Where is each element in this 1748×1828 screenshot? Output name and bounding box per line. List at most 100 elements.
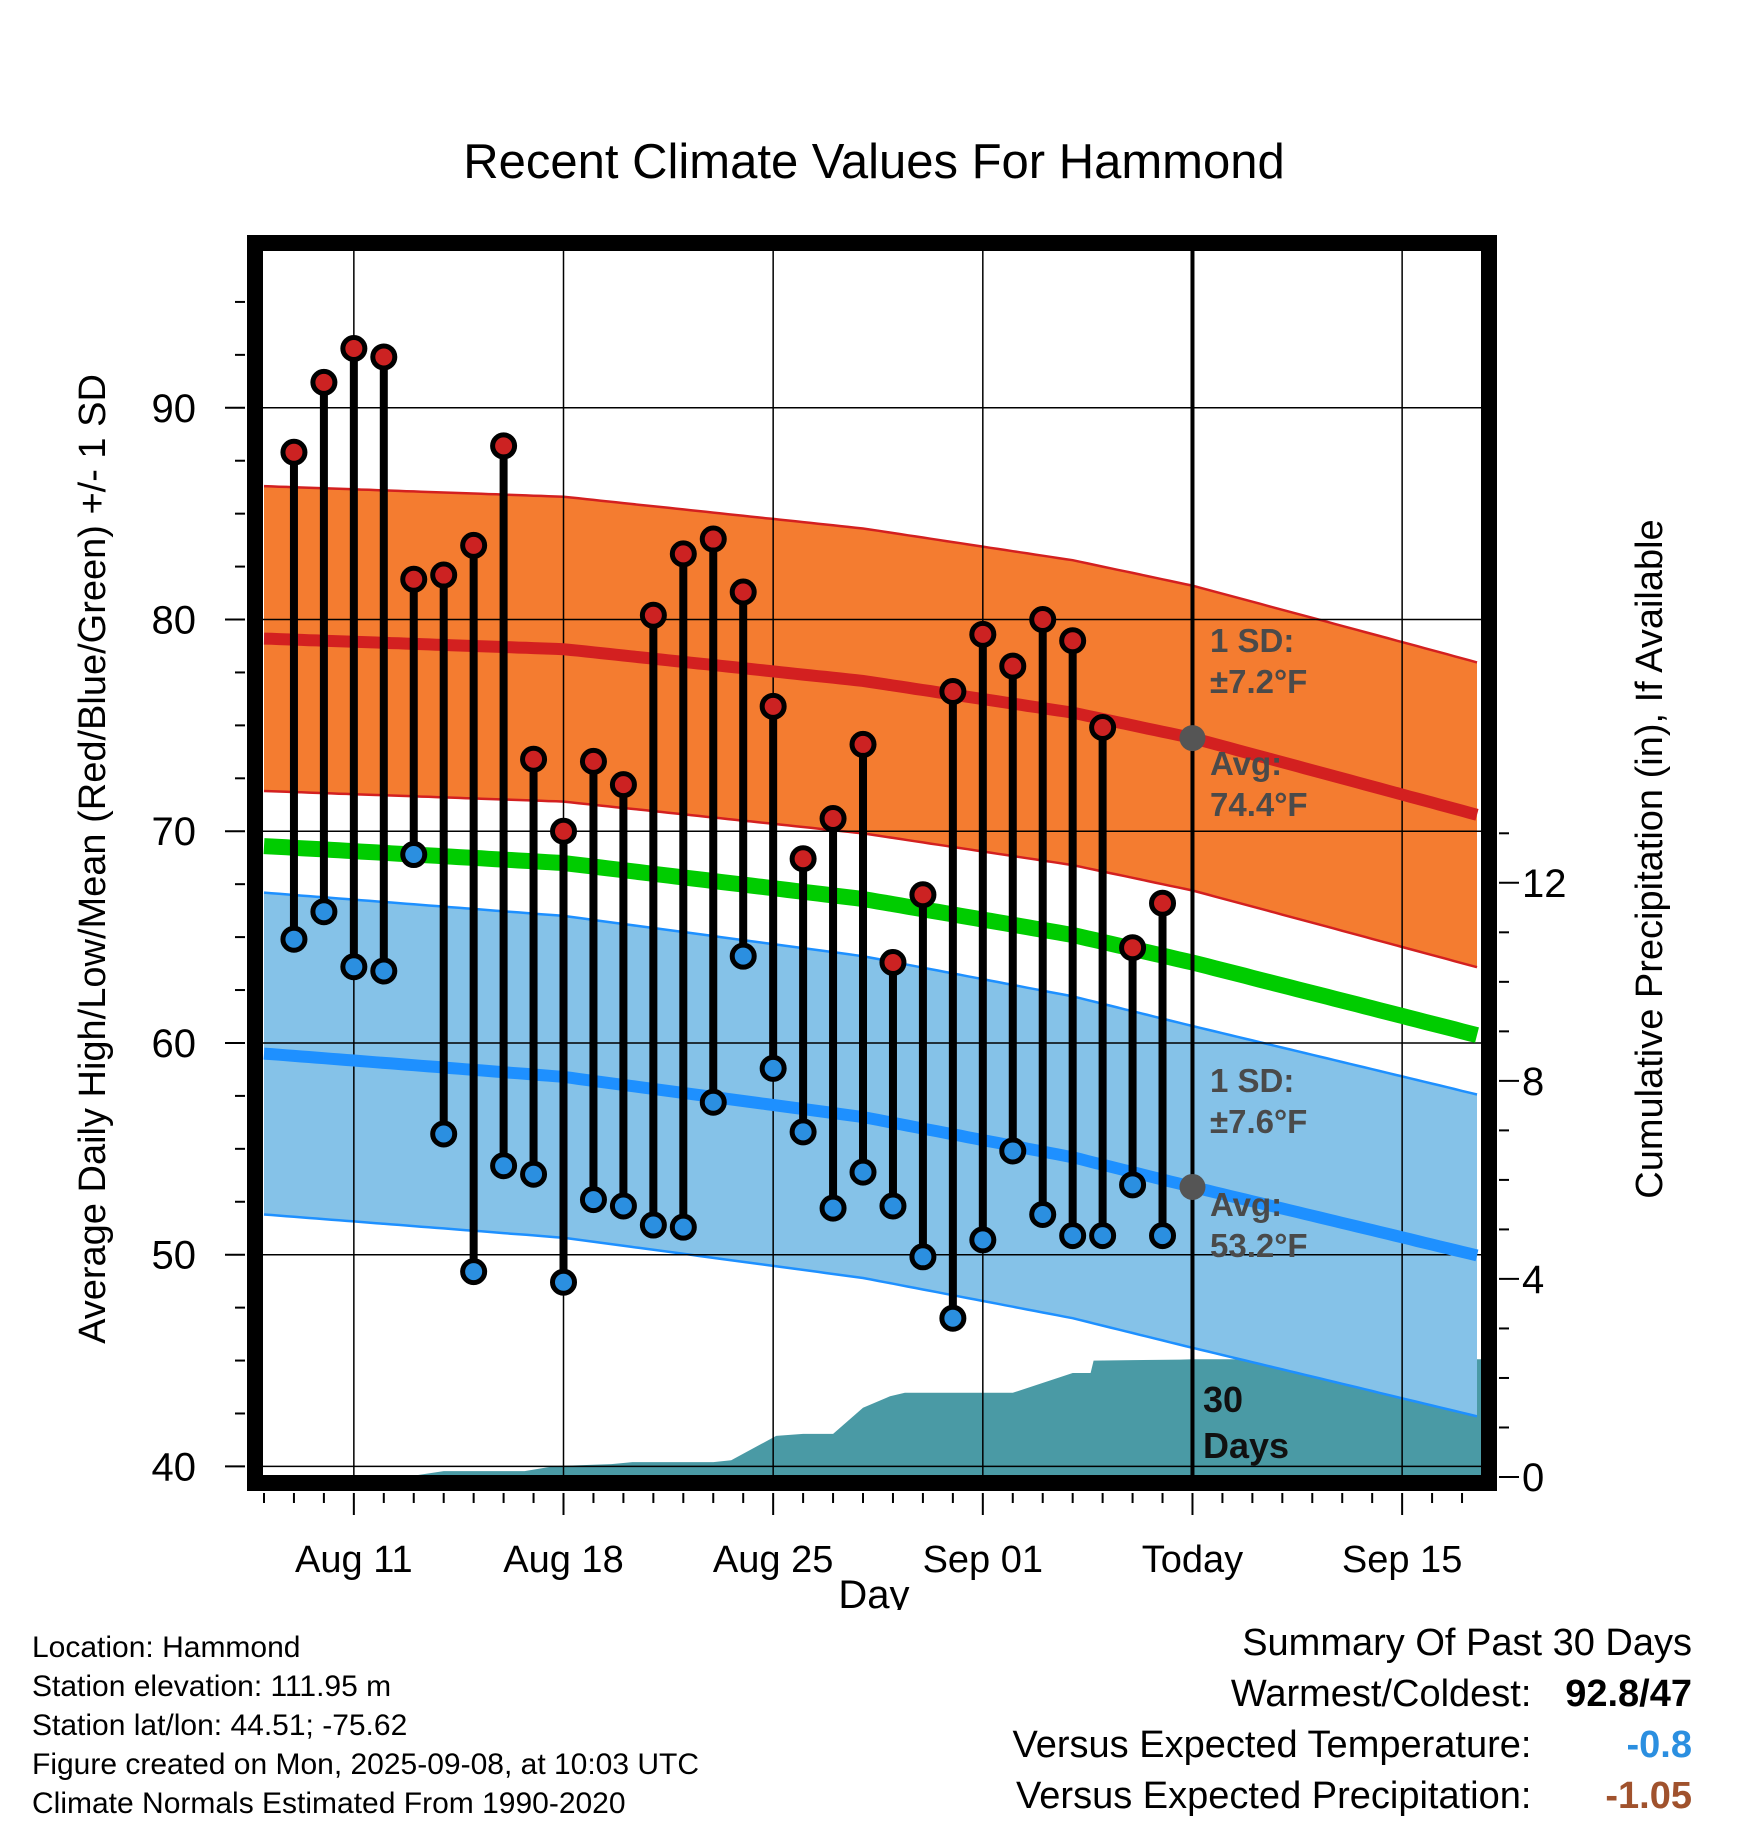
low-point-34 — [1029, 1200, 1057, 1228]
temp-departure-label: Versus Expected Temperature: — [1012, 1724, 1532, 1766]
x-axis-label: Day — [838, 1573, 909, 1610]
x-tick-label-aug-18: Aug 18 — [503, 1539, 623, 1581]
period-number: 30 — [1203, 1379, 1243, 1420]
high-point-29 — [879, 949, 907, 977]
temp-departure-row: Versus Expected Temperature: -0.8 — [1013, 1720, 1692, 1771]
y-left-tick-label-50: 50 — [152, 1234, 197, 1278]
low-point-12 — [370, 957, 398, 985]
high-point-28 — [849, 730, 877, 758]
low-point-25 — [759, 1054, 787, 1082]
low-point-32 — [969, 1226, 997, 1254]
high-point-12 — [370, 343, 398, 371]
high-sd-band-lower-edge — [263, 789, 1478, 969]
low-point-28 — [849, 1158, 877, 1186]
station-info: Location: Hammond Station elevation: 111… — [32, 1628, 699, 1823]
y-axis-label-right: Cumulative Precipitation (in), If Availa… — [1629, 519, 1671, 1198]
precip-area — [264, 1359, 1483, 1477]
low-point-15 — [460, 1258, 488, 1286]
high-point-16 — [490, 432, 518, 460]
low-point-10 — [310, 898, 338, 926]
warmest-coldest-value: 92.8/47 — [1565, 1673, 1692, 1715]
precip-departure-value: -1.05 — [1605, 1775, 1692, 1817]
warmest-coldest-label: Warmest/Coldest: — [1230, 1673, 1532, 1715]
low-point-17 — [520, 1160, 548, 1188]
plot-area — [261, 249, 1483, 1477]
high-point-30 — [909, 881, 937, 909]
low-point-36 — [1089, 1222, 1117, 1250]
low-point-35 — [1059, 1222, 1087, 1250]
x-tick-label-aug-25: Aug 25 — [713, 1539, 833, 1581]
low-point-37 — [1119, 1171, 1147, 1199]
summary-panel: Summary Of Past 30 Days Warmest/Coldest:… — [1013, 1618, 1692, 1822]
high-point-15 — [460, 531, 488, 559]
high-point-9 — [280, 438, 308, 466]
high-point-25 — [759, 692, 787, 720]
y-left-tick-label-70: 70 — [152, 810, 197, 854]
high-sd-label: 1 SD: — [1210, 622, 1294, 659]
low-point-14 — [430, 1120, 458, 1148]
y-right-tick-label-0: 0 — [1522, 1456, 1544, 1500]
today-low-avg-marker — [1179, 1173, 1206, 1200]
high-point-13 — [400, 565, 428, 593]
location-text: Location: Hammond — [32, 1631, 301, 1664]
low-point-16 — [490, 1152, 518, 1180]
high-avg-label: Avg: — [1210, 745, 1282, 782]
high-sd-value: ±7.2°F — [1210, 663, 1307, 700]
y-axis-label-left: Average Daily High/Low/Mean (Red/Blue/Gr… — [72, 374, 114, 1344]
high-point-26 — [789, 845, 817, 873]
high-point-11 — [340, 335, 368, 363]
low-point-27 — [819, 1194, 847, 1222]
y-right-tick-label-12: 12 — [1522, 862, 1567, 906]
high-point-35 — [1059, 627, 1087, 655]
low-sd-band-lower-edge — [263, 1213, 1478, 1418]
elevation-text: Station elevation: 111.95 m — [32, 1670, 392, 1703]
low-point-19 — [579, 1186, 607, 1214]
high-point-27 — [819, 805, 847, 833]
low-sd-value: ±7.6°F — [1210, 1103, 1307, 1140]
high-point-14 — [430, 561, 458, 589]
high-point-10 — [310, 368, 338, 396]
high-point-18 — [550, 817, 578, 845]
normal-high-line — [263, 632, 1479, 821]
x-tick-label-aug-11: Aug 11 — [295, 1539, 413, 1581]
x-tick-label-today: Today — [1142, 1539, 1243, 1581]
high-point-22 — [669, 540, 697, 568]
high-point-17 — [520, 745, 548, 773]
high-point-19 — [579, 747, 607, 775]
high-sd-band — [264, 486, 1477, 968]
low-sd-band-upper-edge — [263, 891, 1478, 1096]
high-point-23 — [699, 525, 727, 553]
normal-low-line — [263, 1047, 1479, 1262]
low-sd-label: 1 SD: — [1210, 1062, 1294, 1099]
high-point-24 — [729, 578, 757, 606]
precip-departure-row: Versus Expected Precipitation: -1.05 — [1013, 1771, 1692, 1822]
warmest-coldest-row: Warmest/Coldest: 92.8/47 — [1013, 1669, 1692, 1720]
high-point-21 — [639, 601, 667, 629]
chart-title: Recent Climate Values For Hammond — [463, 135, 1285, 189]
y-left-tick-label-90: 90 — [152, 387, 197, 431]
y-right-tick-label-8: 8 — [1522, 1060, 1544, 1104]
low-avg-label: Avg: — [1210, 1186, 1282, 1223]
normal-mean-line — [263, 838, 1479, 1043]
low-point-30 — [909, 1243, 937, 1271]
x-tick-label-sep-15: Sep 15 — [1342, 1539, 1462, 1581]
high-point-31 — [939, 678, 967, 706]
high-point-20 — [609, 771, 637, 799]
low-point-33 — [999, 1137, 1027, 1165]
x-tick-label-sep-01: Sep 01 — [923, 1539, 1043, 1581]
low-point-13 — [400, 841, 428, 869]
high-point-34 — [1029, 606, 1057, 634]
low-point-23 — [699, 1088, 727, 1116]
low-point-26 — [789, 1118, 817, 1146]
period-unit: Days — [1203, 1425, 1289, 1466]
high-point-36 — [1089, 713, 1117, 741]
high-sd-band-upper-edge — [263, 484, 1478, 664]
precip-departure-label: Versus Expected Precipitation: — [1016, 1775, 1532, 1817]
low-avg-value: 53.2°F — [1210, 1227, 1308, 1264]
temp-departure-value: -0.8 — [1626, 1724, 1692, 1766]
high-avg-value: 74.4°F — [1210, 786, 1308, 823]
low-point-20 — [609, 1192, 637, 1220]
low-point-22 — [669, 1213, 697, 1241]
low-point-29 — [879, 1192, 907, 1220]
plot-frame — [247, 235, 1497, 1491]
